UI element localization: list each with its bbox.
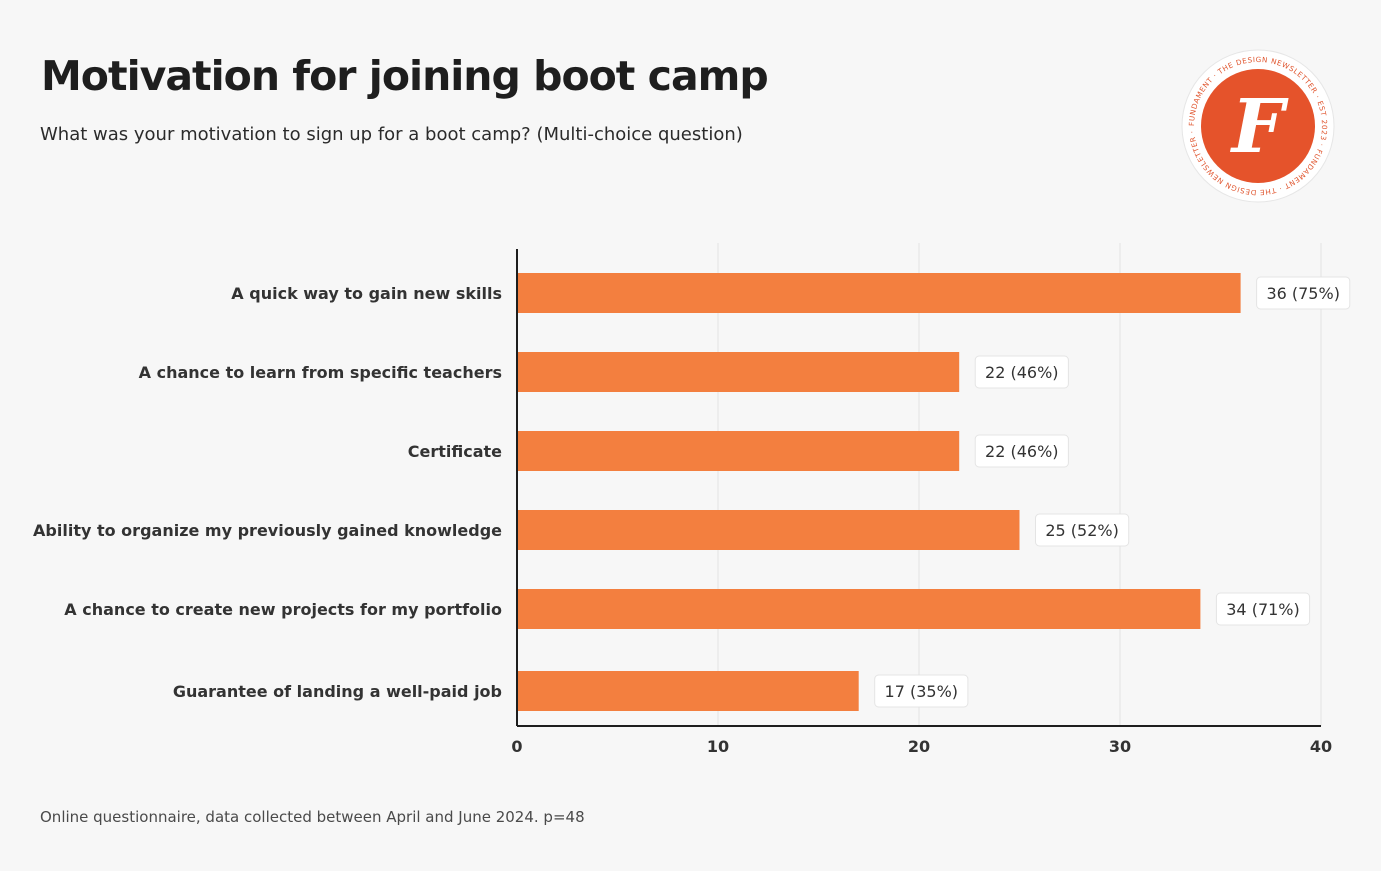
category-label: Certificate xyxy=(408,442,502,461)
x-tick-label: 20 xyxy=(908,737,930,756)
value-label: 34 (71%) xyxy=(1226,600,1300,619)
footnote: Online questionnaire, data collected bet… xyxy=(40,808,585,826)
bar xyxy=(518,352,960,392)
value-badge xyxy=(874,674,969,708)
value-label: 22 (46%) xyxy=(985,442,1059,461)
bar xyxy=(518,671,859,711)
bar xyxy=(518,589,1201,629)
value-badge xyxy=(1215,592,1311,626)
chart-subtitle: What was your motivation to sign up for … xyxy=(40,124,743,145)
category-labels: A quick way to gain new skills A chance t… xyxy=(33,284,502,701)
value-badge xyxy=(974,355,1069,389)
value-label: 36 (75%) xyxy=(1266,284,1340,303)
value-label: 25 (52%) xyxy=(1045,521,1119,540)
value-badge xyxy=(974,434,1069,468)
chart-title: Motivation for joining boot camp xyxy=(41,52,769,100)
bars xyxy=(518,273,1241,711)
x-tick-label: 40 xyxy=(1310,737,1332,756)
category-label: Guarantee of landing a well-paid job xyxy=(173,682,502,701)
bar xyxy=(518,431,960,471)
axes: 0 10 20 30 40 xyxy=(511,249,1332,756)
fundament-badge-icon: FUNDAMENT · THE DESIGN NEWSLETTER · EST … xyxy=(1177,41,1335,203)
bar xyxy=(518,510,1020,550)
category-label: A chance to create new projects for my p… xyxy=(64,600,502,619)
x-tick-label: 10 xyxy=(707,737,729,756)
gridlines xyxy=(717,243,1322,726)
category-label: A quick way to gain new skills xyxy=(231,284,502,303)
logo-disc xyxy=(1201,69,1315,183)
logo-letter: F xyxy=(1230,84,1289,170)
x-tick-label: 30 xyxy=(1109,737,1131,756)
x-tick-label: 0 xyxy=(511,737,522,756)
value-badge xyxy=(1035,513,1130,547)
value-badge xyxy=(1256,276,1351,310)
bar xyxy=(518,273,1241,313)
value-labels: 36 (75%) 22 (46%) 22 (46%) 25 (52%) 34 (71%)… xyxy=(874,276,1351,708)
category-label: Ability to organize my previously gained… xyxy=(33,521,502,540)
category-label: A chance to learn from specific teachers xyxy=(139,363,502,382)
value-label: 17 (35%) xyxy=(885,682,959,701)
fundament-logo: FUNDAMENT · THE DESIGN NEWSLETTER · EST … xyxy=(1177,41,1336,208)
value-label: 22 (46%) xyxy=(985,363,1059,382)
